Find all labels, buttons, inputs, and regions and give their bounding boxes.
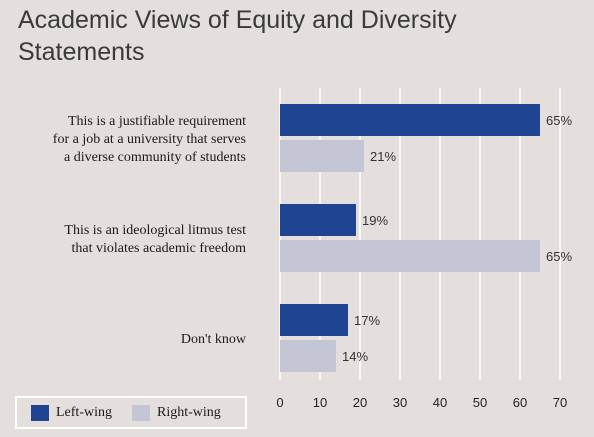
bar-left-wing-3 bbox=[280, 304, 348, 336]
x-tick-label-20: 20 bbox=[353, 395, 367, 410]
legend-swatch-right-wing bbox=[131, 404, 150, 421]
bar-right-wing-2 bbox=[280, 240, 540, 272]
legend: Left-wing Right-wing bbox=[15, 396, 247, 429]
legend-label-right-wing: Right-wing bbox=[156, 404, 221, 420]
chart-title: Academic Views of Equity and Diversity S… bbox=[18, 6, 457, 66]
legend-swatch-left-wing bbox=[31, 404, 49, 421]
category-label-1: This is a justifiable requirement for a j… bbox=[53, 114, 246, 165]
legend-item-left-wing: Left-wing bbox=[31, 404, 112, 421]
category-label-2: This is an ideological litmus test that v… bbox=[64, 223, 246, 256]
value-label-left-wing-3: 17% bbox=[354, 313, 380, 328]
bar-right-wing-1 bbox=[280, 140, 364, 172]
bar-left-wing-1 bbox=[280, 104, 540, 136]
legend-item-right-wing: Right-wing bbox=[131, 404, 221, 421]
category-label-3: Don't know bbox=[181, 332, 247, 347]
value-label-right-wing-3: 14% bbox=[342, 349, 368, 364]
x-tick-label-30: 30 bbox=[393, 395, 407, 410]
x-tick-label-0: 0 bbox=[276, 395, 283, 410]
bar-left-wing-2 bbox=[280, 204, 356, 236]
x-tick-label-70: 70 bbox=[553, 395, 567, 410]
x-tick-label-50: 50 bbox=[473, 395, 487, 410]
value-label-right-wing-1: 21% bbox=[370, 149, 396, 164]
value-label-left-wing-1: 65% bbox=[546, 113, 572, 128]
x-tick-label-40: 40 bbox=[433, 395, 447, 410]
x-tick-label-60: 60 bbox=[513, 395, 527, 410]
value-label-right-wing-2: 65% bbox=[546, 249, 572, 264]
bar-right-wing-3 bbox=[280, 340, 336, 372]
value-label-left-wing-2: 19% bbox=[362, 213, 388, 228]
legend-label-left-wing: Left-wing bbox=[56, 404, 112, 420]
x-tick-label-10: 10 bbox=[313, 395, 327, 410]
